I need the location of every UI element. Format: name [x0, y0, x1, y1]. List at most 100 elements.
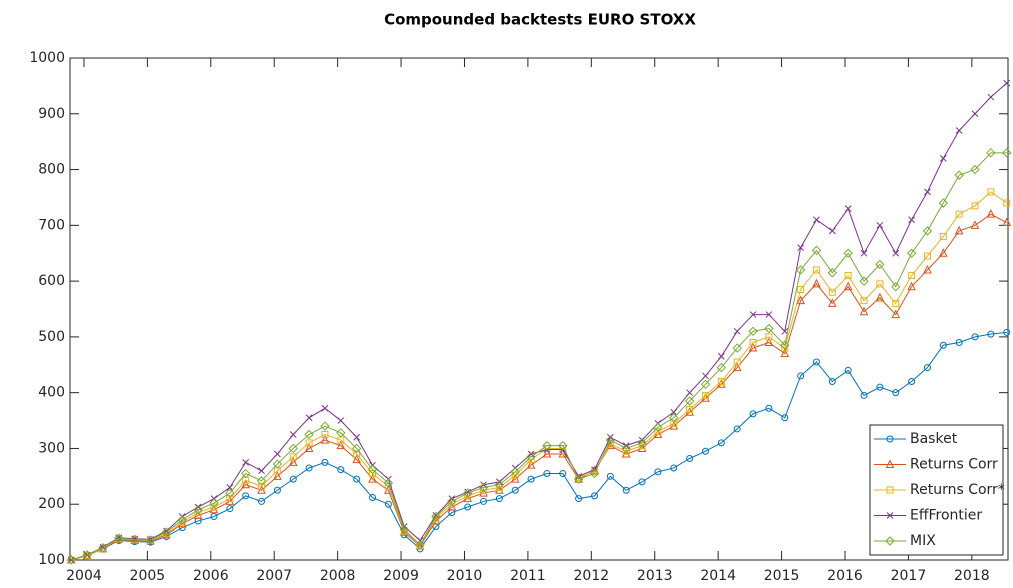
marker	[780, 348, 790, 358]
marker	[954, 225, 964, 235]
marker	[813, 216, 820, 224]
marker	[670, 419, 678, 427]
marker	[875, 292, 885, 302]
y-tick-label: 1000	[29, 50, 65, 66]
marker	[161, 527, 172, 537]
marker	[970, 164, 980, 175]
marker	[654, 468, 662, 476]
marker	[336, 428, 346, 438]
marker	[780, 340, 790, 350]
marker	[795, 265, 806, 275]
marker	[797, 372, 805, 380]
marker	[749, 311, 757, 318]
marker	[701, 393, 710, 402]
marker	[685, 407, 694, 416]
legend-marker	[886, 512, 894, 519]
marker	[939, 248, 948, 257]
marker	[653, 422, 663, 432]
marker	[145, 535, 156, 545]
marker	[955, 210, 963, 218]
x-tick-label: 2010	[447, 568, 483, 584]
marker	[811, 245, 822, 256]
marker	[986, 209, 996, 218]
marker	[986, 148, 996, 158]
marker	[272, 459, 283, 469]
marker	[843, 281, 853, 291]
marker	[384, 500, 392, 508]
marker	[240, 468, 251, 479]
marker	[669, 421, 679, 430]
marker	[67, 556, 75, 564]
legend-label: Basket	[910, 431, 958, 447]
marker	[765, 333, 773, 341]
legend-marker	[885, 459, 895, 468]
marker	[177, 515, 187, 525]
marker	[368, 474, 377, 483]
marker	[716, 362, 727, 373]
marker	[827, 268, 838, 278]
marker	[447, 496, 457, 507]
marker	[129, 534, 140, 545]
marker	[892, 249, 900, 257]
marker	[637, 438, 647, 448]
legend-marker	[886, 486, 894, 494]
marker	[321, 431, 329, 438]
marker	[638, 436, 646, 444]
marker	[605, 435, 616, 445]
marker	[558, 448, 568, 458]
marker	[209, 498, 219, 508]
marker	[336, 440, 346, 450]
marker	[907, 281, 916, 291]
marker	[749, 410, 757, 418]
x-tick-label: 2005	[130, 568, 166, 584]
marker	[733, 358, 741, 366]
marker	[859, 276, 869, 286]
marker	[432, 512, 440, 519]
marker	[812, 278, 821, 288]
marker	[98, 543, 108, 553]
y-tick-label: 400	[38, 385, 65, 401]
marker	[415, 540, 425, 550]
marker	[383, 478, 394, 488]
marker	[701, 391, 709, 399]
marker	[542, 440, 552, 451]
marker	[908, 216, 915, 224]
marker	[860, 297, 868, 305]
marker	[289, 453, 297, 461]
marker	[987, 188, 995, 196]
x-tick-label: 2015	[764, 568, 800, 584]
marker	[797, 244, 804, 251]
marker	[226, 495, 234, 503]
marker	[527, 475, 535, 483]
marker	[226, 484, 234, 491]
marker	[321, 458, 329, 466]
marker	[320, 434, 330, 444]
marker	[575, 495, 583, 503]
marker	[843, 248, 853, 258]
marker	[781, 327, 789, 335]
marker	[828, 227, 836, 235]
y-tick-label: 500	[38, 329, 65, 345]
marker	[353, 450, 361, 458]
marker	[353, 475, 361, 483]
marker	[733, 327, 741, 335]
marker	[606, 472, 614, 480]
marker	[859, 306, 869, 316]
marker	[621, 448, 631, 458]
x-tick-label: 2008	[320, 568, 356, 584]
marker	[812, 358, 820, 366]
marker	[1003, 328, 1011, 336]
marker	[764, 323, 774, 334]
y-tick-label: 300	[38, 440, 65, 456]
marker	[938, 198, 949, 208]
marker	[527, 450, 535, 458]
marker	[399, 524, 409, 535]
legend-label: EffFrontier	[910, 508, 982, 524]
marker	[526, 452, 536, 462]
marker	[908, 378, 916, 386]
x-tick-label: 2017	[891, 568, 927, 584]
series	[67, 188, 1011, 564]
marker	[511, 486, 519, 494]
marker	[717, 439, 725, 447]
